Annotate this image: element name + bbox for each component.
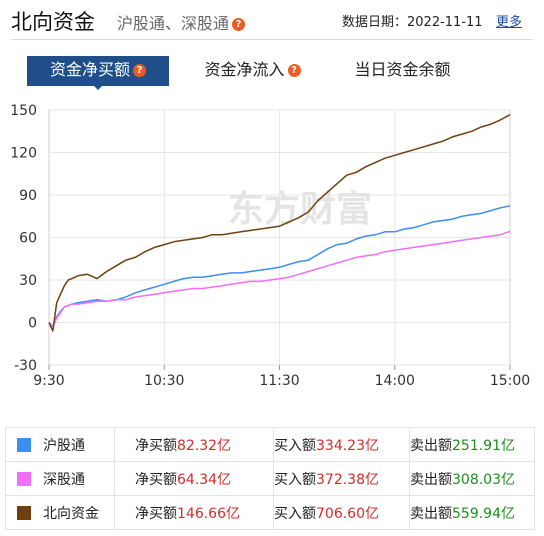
legend-table: 沪股通 净买额82.32亿 买入额334.23亿 卖出额251.91亿 深股通 … <box>5 427 535 530</box>
legend-row: 北向资金 净买额146.66亿 买入额706.60亿 卖出额559.94亿 <box>5 495 535 530</box>
chart: 东方财富 150 120 90 60 30 0 -30 9:30 10:30 11:30 14:0… <box>10 103 530 389</box>
y-tick-label: 120 <box>10 146 37 162</box>
date-label: 数据日期： <box>342 15 408 30</box>
data-date: 数据日期：2022-11-11 <box>342 11 483 30</box>
series-swatch <box>17 505 31 520</box>
series-line-1 <box>48 205 511 328</box>
y-tick-label: 90 <box>19 188 37 204</box>
sell-value: 308.03亿 <box>452 471 515 488</box>
buy-label: 买入额 <box>274 505 316 522</box>
chart-grid <box>48 109 511 366</box>
date-value: 2022-11-11 <box>407 15 483 30</box>
sell-value: 251.91亿 <box>452 437 515 454</box>
legend-row: 深股通 净买额64.34亿 买入额372.38亿 卖出额308.03亿 <box>5 461 535 496</box>
buy-value: 706.60亿 <box>316 505 379 522</box>
series-name: 北向资金 <box>43 505 99 522</box>
sell-value: 559.94亿 <box>452 505 515 522</box>
x-tick-label: 10:30 <box>144 373 184 389</box>
net-value: 64.34亿 <box>177 471 232 488</box>
net-label: 净买额 <box>135 437 177 454</box>
net-label: 净买额 <box>135 471 177 488</box>
y-tick-label: 150 <box>10 103 37 119</box>
x-tick-label: 9:30 <box>33 373 64 389</box>
x-tick-label: 14:00 <box>375 373 415 389</box>
chart-series <box>48 114 511 332</box>
series-swatch <box>17 471 31 486</box>
watermark: 东方财富 <box>228 188 372 230</box>
tab-net-buy-label: 资金净买额 <box>49 60 130 79</box>
series-name: 深股通 <box>43 471 85 488</box>
tab-balance[interactable]: 当日资金余额 <box>340 56 465 84</box>
y-tick-label: 0 <box>28 316 37 332</box>
series-name: 沪股通 <box>43 437 85 454</box>
y-tick-label: 60 <box>19 231 37 247</box>
more-link[interactable]: 更多 <box>496 15 523 30</box>
header: 北向资金 沪股通、深股通? 数据日期：2022-11-11 更多 <box>0 0 544 40</box>
sell-label: 卖出额 <box>410 471 452 488</box>
y-tick-label: 30 <box>19 273 37 289</box>
help-icon[interactable]: ? <box>287 64 301 77</box>
tab-bar: 资金净买额? 资金净流入? 当日资金余额 <box>0 56 544 90</box>
net-value: 146.66亿 <box>177 505 240 522</box>
tab-balance-label: 当日资金余额 <box>354 60 451 79</box>
page-subtitle: 沪股通、深股通? <box>117 10 246 34</box>
tab-net-buy[interactable]: 资金净买额? <box>27 56 169 90</box>
series-line-3 <box>48 114 511 332</box>
series-line-2 <box>48 230 511 328</box>
buy-label: 买入额 <box>274 471 316 488</box>
sell-label: 卖出额 <box>410 505 452 522</box>
legend-row: 沪股通 净买额82.32亿 买入额334.23亿 卖出额251.91亿 <box>5 427 535 462</box>
tab-net-inflow[interactable]: 资金净流入? <box>190 56 315 84</box>
tab-underline <box>27 84 169 86</box>
x-axis: 9:30 10:30 11:30 14:00 15:00 <box>33 365 530 389</box>
subtitle-text: 沪股通、深股通 <box>117 14 230 33</box>
sell-label: 卖出额 <box>410 437 452 454</box>
y-tick-label: -30 <box>14 358 37 374</box>
tab-net-inflow-label: 资金净流入 <box>204 60 285 79</box>
x-tick-label: 11:30 <box>259 373 299 389</box>
buy-value: 334.23亿 <box>316 437 379 454</box>
net-label: 净买额 <box>135 505 177 522</box>
buy-label: 买入额 <box>274 437 316 454</box>
help-icon[interactable]: ? <box>133 64 146 77</box>
page-title: 北向资金 <box>11 10 95 34</box>
help-icon[interactable]: ? <box>232 18 246 31</box>
net-value: 82.32亿 <box>177 437 232 454</box>
header-divider <box>11 39 533 40</box>
x-tick-label: 15:00 <box>490 373 530 389</box>
y-axis: 150 120 90 60 30 0 -30 <box>10 103 37 374</box>
buy-value: 372.38亿 <box>316 471 379 488</box>
series-swatch <box>17 437 31 452</box>
